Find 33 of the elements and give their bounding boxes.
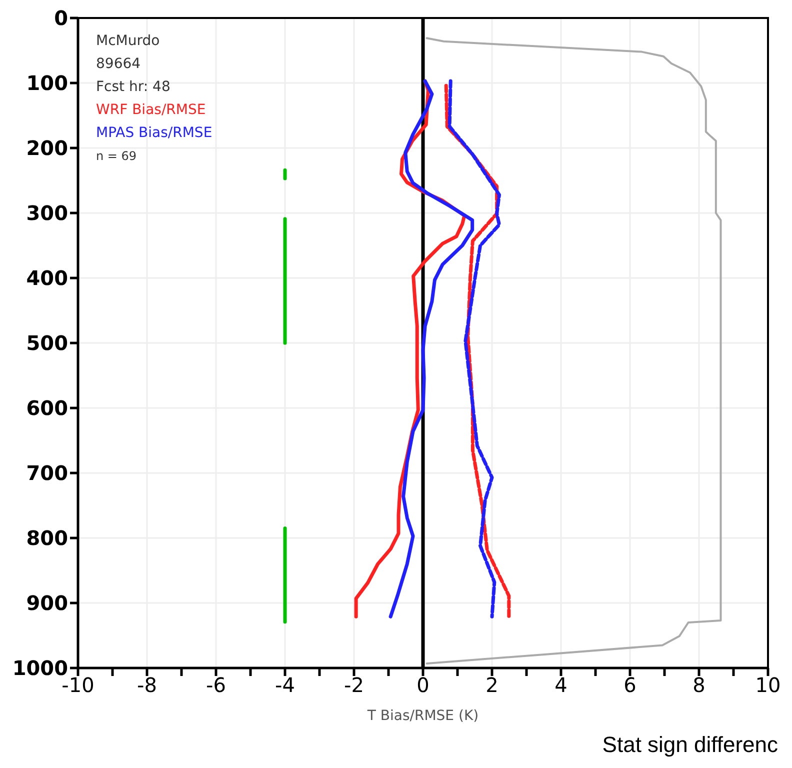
line-series <box>448 79 501 618</box>
line-series <box>388 79 474 618</box>
x-tick-label: 0 <box>416 673 430 698</box>
y-tick-label: 100 <box>26 71 68 96</box>
y-tick-label: 200 <box>26 136 68 160</box>
x-tick-label: 8 <box>692 673 706 698</box>
annotation: n = 69 <box>96 148 138 165</box>
y-tick-label: 600 <box>26 396 68 420</box>
x-axis-title: T Bias/RMSE (K) <box>366 708 479 724</box>
y-tick-label: 900 <box>26 591 68 616</box>
y-tick-label: 400 <box>26 266 68 290</box>
annotation: Fcst hr: 48 <box>96 78 172 97</box>
y-tick-label: 700 <box>26 461 68 486</box>
x-tick-label: -4 <box>275 673 295 698</box>
x-tick-label: -8 <box>137 673 157 698</box>
y-tick-label: 500 <box>26 331 68 356</box>
text: Stat sign differenc <box>602 732 778 758</box>
y-tick-label: 1000 <box>12 656 68 680</box>
annotation: 89664 <box>96 55 142 74</box>
x-tick-label: 6 <box>624 673 636 698</box>
text: MPAS Bias/RMSE <box>96 124 212 143</box>
x-tick-label: 10 <box>755 673 781 698</box>
y-tick-label: 0 <box>54 6 68 30</box>
x-tick-label: 2 <box>486 673 498 698</box>
x-tick-label: -2 <box>344 673 364 698</box>
text: WRF Bias/RMSE <box>96 101 207 120</box>
line-series <box>444 84 511 618</box>
x-tick-label: 4 <box>554 673 568 698</box>
annotation: McMurdo <box>96 32 161 51</box>
line-series <box>426 37 722 664</box>
x-tick-label: -6 <box>206 673 226 698</box>
y-tick-label: 800 <box>26 526 68 550</box>
y-tick-label: 300 <box>26 201 68 226</box>
